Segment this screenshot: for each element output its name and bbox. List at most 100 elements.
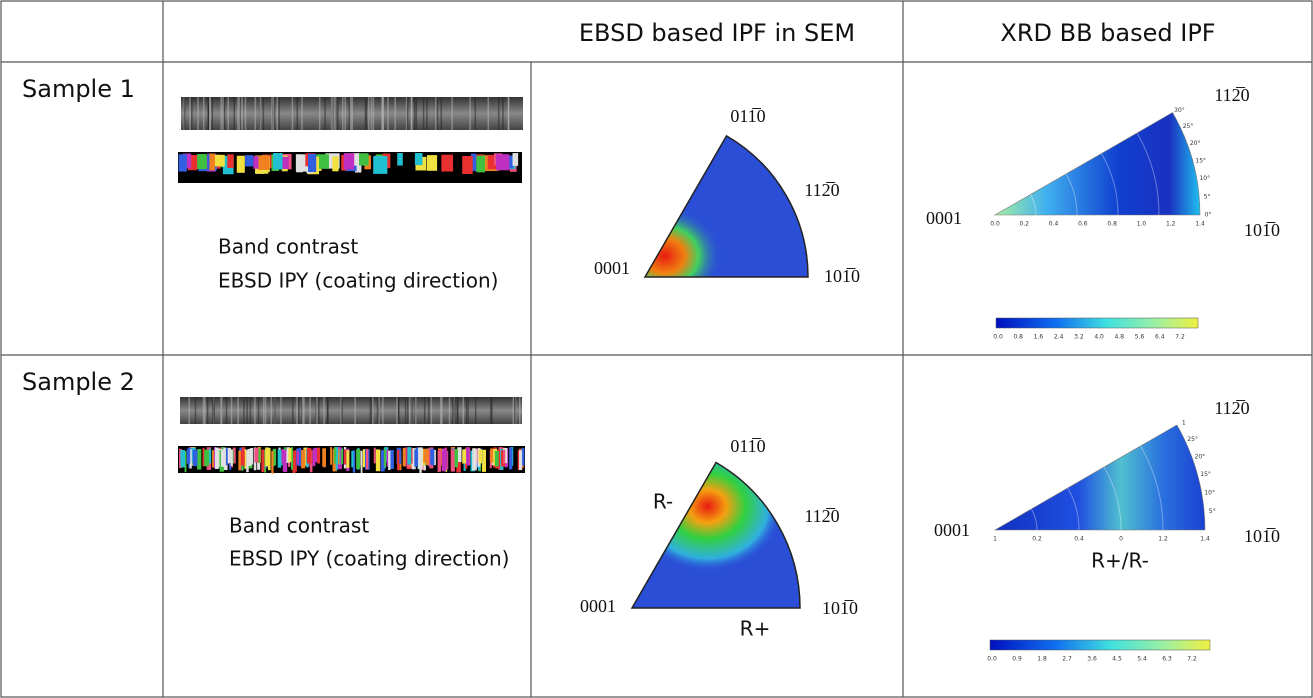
- grain: [282, 450, 288, 472]
- xrd-arc: [1136, 132, 1160, 216]
- band-texture: [254, 97, 257, 130]
- band-texture: [407, 397, 409, 424]
- angle-tick-label: 5°: [1204, 193, 1211, 200]
- band-texture: [462, 397, 464, 424]
- band-texture: [296, 397, 298, 424]
- band-texture: [415, 397, 417, 424]
- colorbar-tick-label: 4.8: [1115, 334, 1125, 341]
- band-texture: [221, 397, 223, 424]
- band-texture: [254, 397, 256, 424]
- band-texture: [502, 97, 504, 130]
- band-texture: [237, 397, 239, 424]
- grain: [442, 448, 447, 470]
- grain: [375, 449, 381, 472]
- band-texture: [298, 397, 300, 424]
- band-texture: [292, 397, 294, 424]
- grain: [225, 447, 229, 466]
- angle-tick-label: 0°: [1205, 212, 1212, 219]
- colorbar-tick-label: 4.0: [1094, 334, 1104, 341]
- band-texture: [335, 97, 337, 130]
- grain: [301, 450, 306, 469]
- x-tick-label: 0.6: [1078, 221, 1088, 228]
- grain: [271, 450, 274, 474]
- grain: [350, 153, 360, 166]
- caption: EBSD IPY (coating direction): [218, 269, 498, 293]
- pole-label: 0001: [926, 208, 962, 228]
- grain: [220, 449, 226, 467]
- band-texture: [225, 397, 228, 424]
- grain: [291, 447, 294, 470]
- x-tick-label: 0.8: [1107, 221, 1117, 228]
- band-texture: [301, 397, 304, 424]
- band-texture: [264, 397, 267, 424]
- grain: [341, 448, 343, 465]
- content: Sample 1 Band contrast EBSD IPY (coating d…: [22, 75, 1280, 663]
- grain: [187, 154, 198, 171]
- row-label: Sample 1: [22, 75, 135, 103]
- x-tick-label: 1.0: [1137, 221, 1147, 228]
- band-texture: [436, 97, 439, 130]
- band-texture: [291, 97, 294, 130]
- grain: [383, 448, 387, 467]
- header: EBSD based IPF in SEM: [579, 19, 855, 47]
- grain: [470, 153, 477, 172]
- grain: [246, 450, 249, 473]
- colorbar-tick-label: 6.4: [1155, 334, 1165, 341]
- band-texture: [489, 397, 492, 424]
- colorbar-tick-label: 1.6: [1034, 334, 1044, 341]
- pole-label: 101̅0: [824, 266, 860, 286]
- angle-tick-label: 25°: [1187, 436, 1198, 443]
- colorbar-tick-label: 2.7: [1062, 656, 1072, 663]
- caption: EBSD IPY (coating direction): [229, 547, 509, 571]
- grain: [430, 448, 435, 464]
- x-tick-label: 0.4: [1074, 536, 1084, 543]
- xrd-arc: [1101, 153, 1119, 216]
- band-texture: [422, 97, 425, 130]
- grain: [180, 450, 186, 468]
- pole-label: R-: [653, 490, 673, 514]
- grain: [475, 448, 479, 463]
- band-texture: [220, 397, 222, 424]
- grain: [426, 155, 438, 171]
- pole-label: 0001: [594, 258, 630, 278]
- grain: [351, 450, 354, 468]
- grain: [512, 153, 519, 166]
- colorbar-tick-label: 4.5: [1112, 656, 1122, 663]
- band-texture: [262, 97, 265, 130]
- colorbar-tick-label: 5.4: [1137, 656, 1147, 663]
- grain: [223, 447, 228, 471]
- grain: [258, 448, 261, 463]
- pole-label: 0001: [580, 596, 616, 616]
- band-texture: [428, 397, 430, 424]
- band-texture: [183, 97, 186, 130]
- band-texture: [371, 397, 373, 424]
- band-texture: [372, 397, 374, 424]
- band-texture: [435, 97, 437, 130]
- band-texture: [410, 97, 413, 130]
- grain: [380, 450, 385, 472]
- grain: [208, 448, 212, 464]
- band-texture: [387, 97, 389, 130]
- grain: [402, 447, 406, 467]
- caption: Band contrast: [229, 514, 369, 538]
- grain: [312, 448, 316, 467]
- grain: [373, 447, 376, 464]
- grain: [496, 154, 510, 171]
- grain: [186, 448, 191, 464]
- band-texture: [303, 397, 305, 424]
- grain: [316, 154, 329, 169]
- band-contrast-image: [180, 397, 522, 424]
- grain: [330, 447, 333, 465]
- grain: [438, 449, 442, 470]
- band-texture: [206, 397, 209, 424]
- band-texture: [369, 397, 372, 424]
- band-texture: [309, 397, 311, 424]
- band-texture: [365, 97, 368, 130]
- colorbar-tick-label: 7.2: [1187, 656, 1197, 663]
- grain: [245, 155, 254, 167]
- grain: [407, 447, 412, 465]
- band-texture: [220, 97, 222, 130]
- band-texture: [413, 97, 416, 130]
- grain: [441, 154, 454, 172]
